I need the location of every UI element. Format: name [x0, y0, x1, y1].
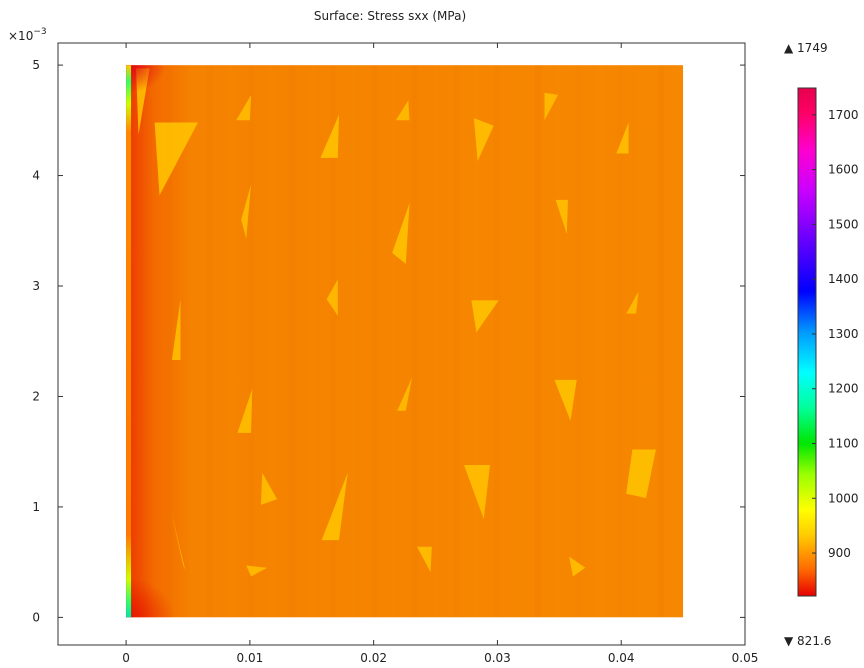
stress-triangle: [569, 556, 586, 577]
field-background: [126, 65, 684, 618]
colorbar-tick-label: 1700: [828, 108, 859, 122]
colorbar-tick-label: 1000: [828, 491, 859, 505]
field-band: [248, 65, 255, 618]
field-band: [186, 65, 193, 618]
y-tick-label: 2: [32, 389, 40, 403]
stress-triangle: [321, 472, 348, 541]
field-band: [576, 65, 583, 618]
stress-triangle: [473, 118, 494, 162]
field-band: [453, 65, 460, 618]
stress-triangle: [171, 299, 181, 360]
field-bands: [166, 65, 684, 618]
stress-triangle: [544, 92, 559, 121]
stress-triangle: [261, 472, 278, 505]
colorbar-max-label: ▲ 1749: [784, 41, 828, 55]
stress-field: [126, 65, 684, 618]
stress-triangle: [236, 94, 252, 121]
x-tick-label: 0.01: [237, 651, 264, 665]
colorbar-tick-label: 1300: [828, 327, 859, 341]
field-band: [432, 65, 439, 618]
axes-frame: [57, 42, 746, 646]
field-band: [207, 65, 214, 618]
field-band: [166, 65, 173, 618]
field-band: [227, 65, 234, 618]
colorbar-tick-label: 1100: [828, 437, 859, 451]
field-band: [330, 65, 337, 618]
field-band: [535, 65, 542, 618]
stress-triangle: [320, 114, 339, 158]
stress-triangle: [626, 449, 656, 499]
y-multiplier-exponent: −3: [33, 27, 46, 37]
stress-triangle: [554, 379, 577, 421]
stress-triangle: [626, 291, 639, 314]
stress-triangle: [471, 300, 499, 333]
field-band: [514, 65, 521, 618]
field-band: [658, 65, 665, 618]
y-tick-label: 0: [32, 610, 40, 624]
corner-hotspot-bottom: [126, 577, 175, 618]
y-axis-multiplier: ×10−3: [8, 27, 47, 43]
x-tick-label: 0.04: [608, 651, 635, 665]
y-axis-ticks: 0 1 2 3 4 5: [32, 58, 745, 624]
y-tick-label: 1: [32, 500, 40, 514]
field-band: [371, 65, 378, 618]
field-band: [637, 65, 644, 618]
x-axis-ticks: 0 0.01 0.02 0.03 0.04 0.05: [122, 43, 758, 665]
x-tick-label: 0: [122, 651, 130, 665]
stress-triangle: [555, 199, 568, 235]
x-tick-label: 0.02: [360, 651, 387, 665]
field-band: [596, 65, 603, 618]
colorbar-ticks: 900 1000 1100 1200 1300 1400 1500 1600 1700: [812, 108, 859, 560]
stress-triangle: [237, 388, 253, 433]
colorbar-tick-label: 1400: [828, 272, 859, 286]
field-band: [309, 65, 316, 618]
field-band: [678, 65, 684, 618]
chart-title: Surface: Stress sxx (MPa): [314, 9, 466, 23]
colorbar-tick-label: 1600: [828, 163, 859, 177]
field-band: [473, 65, 480, 618]
stress-triangle: [392, 203, 410, 264]
y-tick-label: 5: [32, 58, 40, 72]
field-band: [289, 65, 296, 618]
stress-triangle: [417, 546, 432, 573]
stress-triangle: [154, 122, 198, 196]
stress-triangle: [241, 184, 252, 239]
stress-triangle: [397, 377, 412, 411]
colorbar-tick-label: 1200: [828, 382, 859, 396]
stress-triangle: [326, 279, 338, 316]
field-band: [350, 65, 357, 618]
field-band: [494, 65, 501, 618]
stress-triangle: [464, 465, 490, 520]
stress-triangle: [395, 100, 410, 121]
y-tick-label: 4: [32, 169, 40, 183]
corner-hotspot-top: [126, 65, 167, 94]
y-tick-label: 3: [32, 279, 40, 293]
field-band: [617, 65, 624, 618]
x-tick-label: 0.03: [484, 651, 511, 665]
x-tick-label: 0.05: [732, 651, 759, 665]
field-band: [391, 65, 398, 618]
colorbar-tick-label: 1500: [828, 217, 859, 231]
field-band: [268, 65, 275, 618]
stress-triangle: [246, 565, 268, 577]
stress-triangle: [170, 509, 186, 571]
field-band: [555, 65, 562, 618]
colorbar-min-label: ▼ 821.6: [784, 634, 831, 648]
colorbar-gradient: [797, 87, 817, 597]
colorbar: ▲ 1749 900 1000 1100 1200 1300 1400 1500 1600 17…: [784, 41, 859, 648]
colorbar-tick-label: 900: [828, 546, 851, 560]
y-multiplier-base: ×10: [8, 29, 33, 43]
field-left-edge: [126, 65, 132, 618]
stress-triangle: [616, 122, 629, 154]
field-band: [412, 65, 419, 618]
